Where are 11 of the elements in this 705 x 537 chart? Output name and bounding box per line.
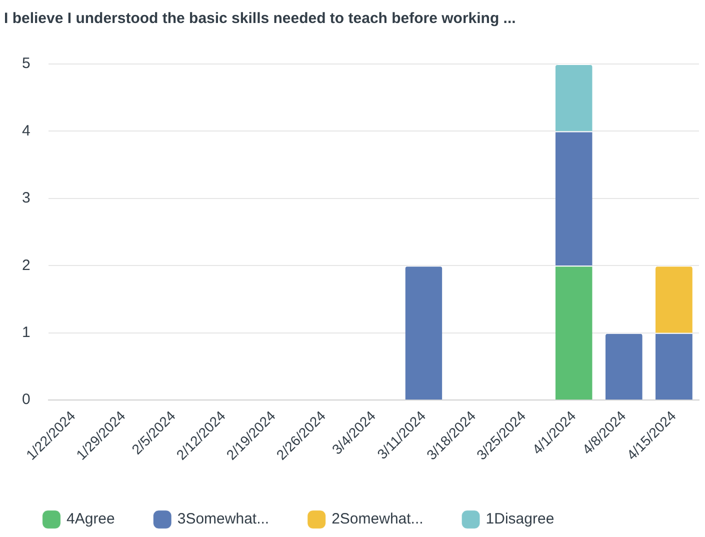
legend-label: 1Disagree (486, 510, 554, 528)
y-tick-label: 1 (22, 324, 30, 342)
y-tick-label: 4 (22, 122, 30, 140)
y-tick-label: 0 (22, 391, 30, 408)
y-tick-label: 2 (22, 256, 30, 274)
legend-label: 4Agree (66, 510, 115, 528)
y-tick-label: 5 (22, 55, 30, 72)
chart-title: I believe I understood the basic skills needed to teach before working ... (4, 10, 516, 28)
legend-label: 2Somewhat... (332, 510, 424, 528)
legend-label: 3Somewhat... (177, 510, 270, 528)
y-tick-label: 3 (22, 190, 30, 207)
